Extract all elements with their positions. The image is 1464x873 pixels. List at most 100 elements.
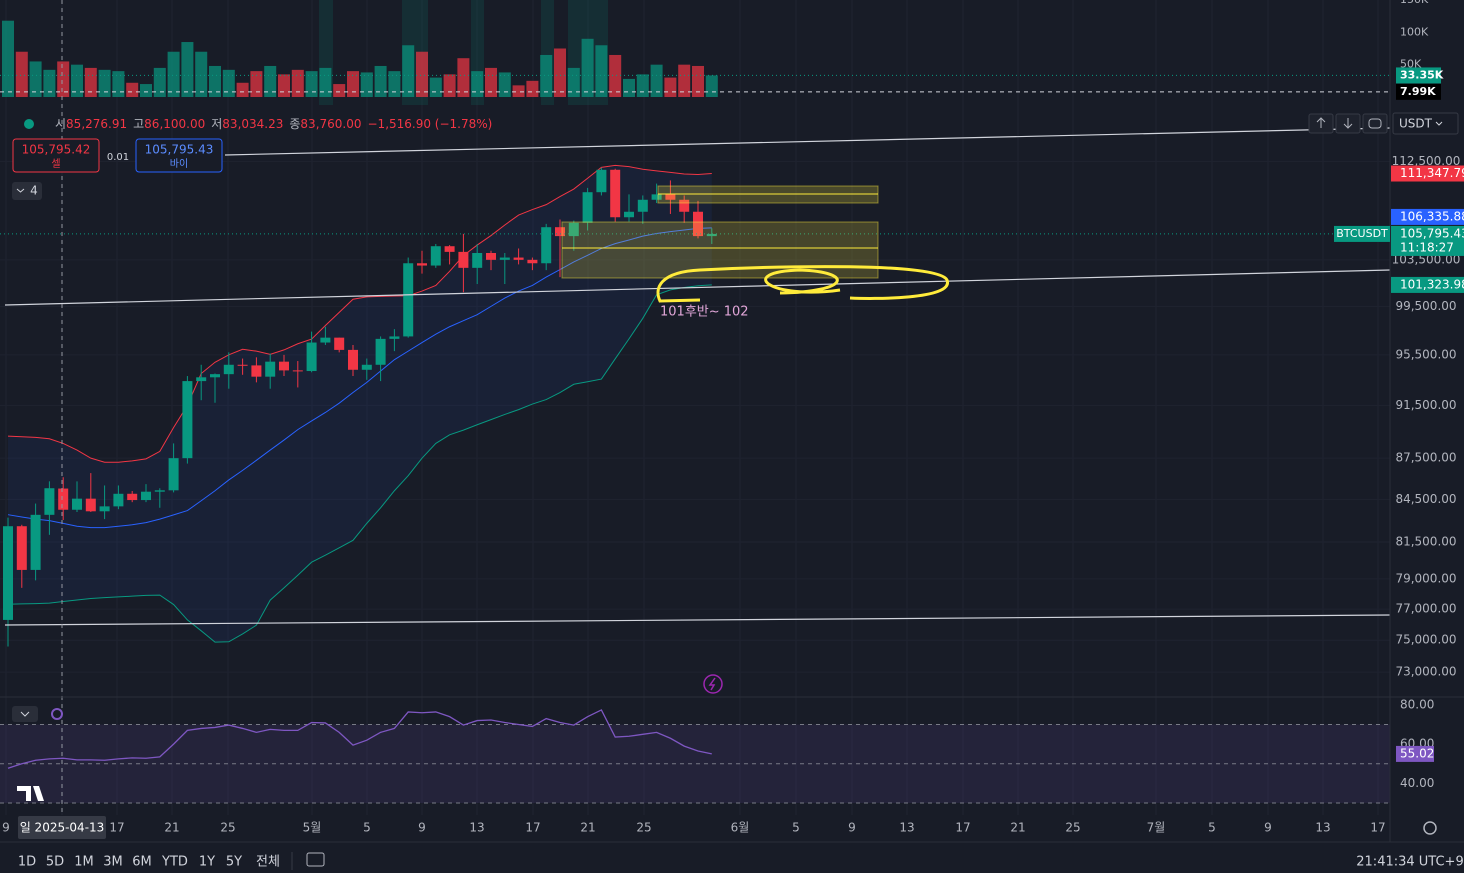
volume-label-box bbox=[1396, 67, 1441, 84]
countdown: 11:18:27 bbox=[1400, 240, 1454, 254]
x-tick-label: 5월 bbox=[303, 821, 322, 835]
candle-body bbox=[127, 493, 138, 501]
drawings: 101후반~ 102 bbox=[4, 127, 1391, 694]
candle-body bbox=[403, 263, 414, 337]
symbol: BTCUSDT bbox=[1336, 227, 1388, 240]
buy-button[interactable]: 105,795.43 바이 bbox=[135, 138, 223, 173]
settings-icon[interactable] bbox=[1423, 821, 1437, 835]
timeframe-button[interactable]: 전체 bbox=[256, 855, 280, 870]
indicator-count[interactable]: 4 bbox=[30, 184, 38, 198]
sync-icon[interactable] bbox=[51, 708, 63, 720]
volume-bar bbox=[140, 84, 152, 97]
timeframe-button[interactable]: 5D bbox=[46, 855, 64, 870]
freehand-circle[interactable] bbox=[764, 268, 841, 295]
x-tick-label: 21 bbox=[580, 821, 595, 835]
currency-select[interactable] bbox=[1392, 112, 1459, 135]
band-line bbox=[7, 227, 712, 529]
candle-body bbox=[651, 194, 662, 200]
button[interactable] bbox=[1362, 113, 1388, 134]
x-tick-label: 13 bbox=[899, 821, 914, 835]
y-tick-label: 77,000.00 bbox=[1395, 602, 1456, 616]
sell-price[interactable]: 105,795.42 bbox=[22, 143, 91, 157]
timeframe-button[interactable]: 6M bbox=[132, 855, 152, 870]
sell-label[interactable]: 셀 bbox=[51, 158, 60, 170]
candle-body bbox=[693, 211, 703, 237]
price-label: 111,347.79 bbox=[1400, 166, 1464, 180]
sell-box[interactable] bbox=[12, 138, 100, 173]
trend-line[interactable] bbox=[224, 127, 1391, 156]
volume-bar bbox=[333, 84, 346, 97]
volume-bar bbox=[388, 71, 401, 97]
candle-body bbox=[555, 227, 565, 237]
buy-box[interactable] bbox=[135, 138, 223, 173]
volume-bar bbox=[623, 78, 635, 97]
timeframe-button[interactable]: 1D bbox=[18, 855, 36, 870]
timeframe-button[interactable]: 3M bbox=[103, 855, 123, 870]
candle-body bbox=[320, 337, 331, 343]
buy-label[interactable]: 바이 bbox=[170, 158, 188, 170]
candle-body bbox=[306, 342, 317, 372]
timeframe-button[interactable]: YTD bbox=[161, 855, 188, 870]
candle-body bbox=[375, 338, 386, 365]
logo-mark bbox=[17, 786, 44, 801]
y-tick-label: 81,500.00 bbox=[1395, 535, 1456, 549]
timeframe-button[interactable]: 1Y bbox=[199, 855, 215, 870]
timeframe-button[interactable]: 5Y bbox=[226, 855, 242, 870]
y-tick-label: 84,500.00 bbox=[1395, 492, 1456, 506]
gear[interactable] bbox=[1423, 821, 1437, 835]
volume-bar bbox=[443, 74, 456, 97]
candle-body bbox=[679, 199, 690, 212]
y-tick-label: 112,500.00 bbox=[1392, 154, 1461, 168]
volume-bar bbox=[305, 71, 318, 97]
event-icon[interactable] bbox=[703, 674, 723, 694]
volume-bar bbox=[471, 71, 484, 97]
toggle-box[interactable] bbox=[12, 706, 38, 722]
candle-body bbox=[472, 253, 483, 268]
icon bbox=[1343, 118, 1353, 129]
volume-tick-label: 50K bbox=[1400, 58, 1422, 71]
volume-tick-label: 150K bbox=[1400, 0, 1429, 6]
toggle-box[interactable] bbox=[12, 182, 42, 200]
price-label-box bbox=[1391, 225, 1464, 256]
volume-bar bbox=[15, 51, 28, 97]
volume-bar bbox=[595, 45, 608, 97]
x-tick-label: 일 2025-04-13 bbox=[20, 821, 105, 835]
logo bbox=[17, 786, 44, 801]
candle-body bbox=[624, 211, 634, 218]
volume-bar bbox=[43, 69, 56, 97]
rsi-toggle[interactable] bbox=[12, 706, 63, 722]
candle-body bbox=[210, 374, 220, 378]
volume-bar bbox=[278, 74, 290, 97]
volume-bar bbox=[485, 67, 497, 97]
volume-label-box bbox=[1396, 83, 1441, 100]
indicator-toggle[interactable]: 4 bbox=[12, 182, 42, 200]
timeframe-button[interactable]: 1M bbox=[74, 855, 94, 870]
trend-line[interactable] bbox=[4, 269, 1391, 306]
sell-button[interactable]: 105,795.42 셀 bbox=[12, 138, 100, 173]
scale-buttons: USDT bbox=[1308, 112, 1459, 135]
currency[interactable]: USDT bbox=[1399, 117, 1433, 131]
candle-body bbox=[16, 526, 27, 570]
candle-body bbox=[99, 506, 110, 512]
freehand-circle[interactable] bbox=[656, 265, 949, 303]
rsi-band bbox=[0, 724, 1390, 804]
candle-body bbox=[596, 169, 607, 193]
volume-bar bbox=[650, 64, 663, 97]
candle-body bbox=[541, 227, 552, 264]
candle-body bbox=[334, 337, 345, 350]
chevron bbox=[20, 711, 30, 717]
x-tick-label: 21 bbox=[1010, 821, 1025, 835]
buy-price[interactable]: 105,795.43 bbox=[145, 143, 214, 157]
icon bbox=[1316, 117, 1326, 128]
trend-line[interactable] bbox=[4, 614, 1391, 626]
volume-bar bbox=[540, 54, 553, 97]
rsi-line bbox=[7, 709, 712, 769]
candle-body bbox=[458, 251, 469, 268]
rsi-tick-label: 40.00 bbox=[1400, 776, 1434, 790]
x-tick-label: 21 bbox=[164, 821, 179, 835]
date-range-icon[interactable] bbox=[306, 852, 325, 867]
x-tick-label: 5 bbox=[363, 821, 371, 835]
volume-bar bbox=[126, 82, 139, 97]
